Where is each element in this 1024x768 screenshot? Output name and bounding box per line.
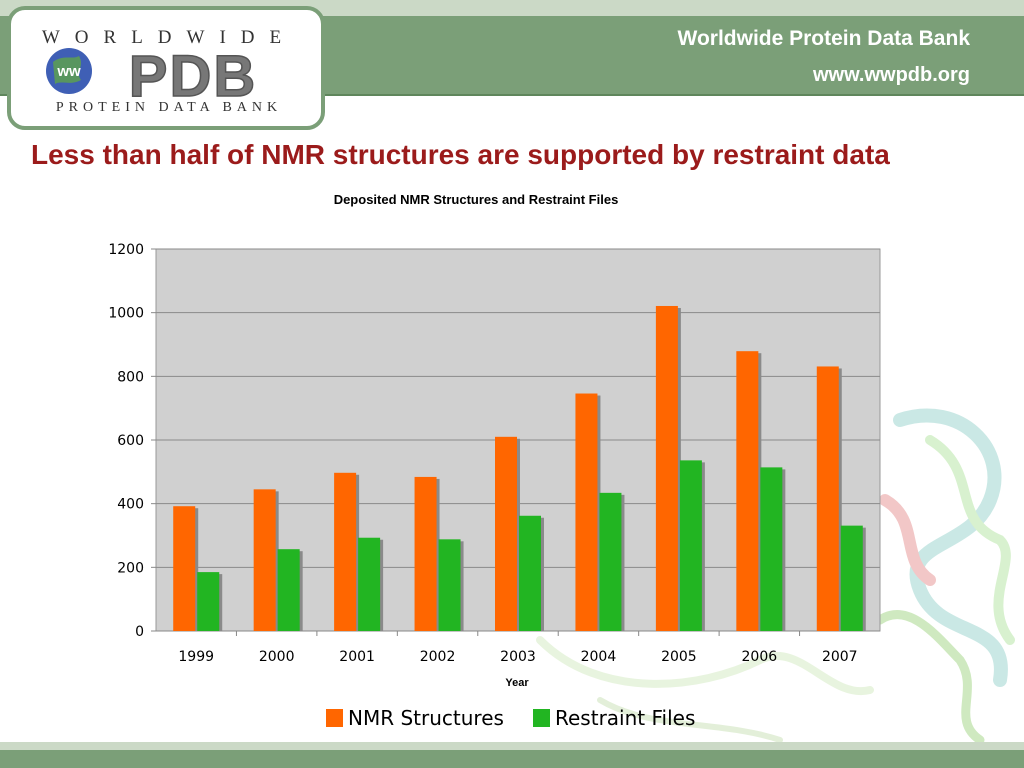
y-tick-label: 600 [117,433,144,449]
x-tick-label: 2003 [500,649,536,665]
y-tick-label: 200 [117,560,144,576]
y-tick-label: 0 [135,624,144,640]
x-tick-label: 2006 [742,649,778,665]
bar-nmr-structures [816,366,839,631]
page-title: Less than half of NMR structures are sup… [31,139,890,170]
bar-restraint-files [840,525,863,631]
logo-bottom-text: PROTEIN DATA BANK [56,100,282,115]
legend-label: Restraint Files [555,706,695,730]
bar-restraint-files [519,515,541,631]
legend-label: NMR Structures [348,706,504,730]
bar-restraint-files [197,572,220,631]
y-tick-label: 400 [117,497,144,513]
bar-nmr-structures [253,489,276,631]
header-divider [0,94,1024,96]
site-title: Worldwide Protein Data Bank [677,27,971,50]
x-tick-label: 1999 [178,649,214,665]
x-tick-label: 2005 [661,649,697,665]
bar-nmr-structures [414,476,437,631]
x-tick-label: 2002 [420,649,456,665]
x-tick-label: 2007 [822,649,858,665]
legend-swatch [326,709,343,727]
bar-restraint-files [679,460,702,631]
bar-restraint-files [599,492,622,631]
wwpdb-logo-graphic: WORLDWIDE ww PDB PROTEIN DATA BANK [42,27,296,115]
bar-nmr-structures [736,351,759,631]
wwpdb-logo[interactable]: WORLDWIDE ww PDB PROTEIN DATA BANK [7,6,325,130]
chart-title: Deposited NMR Structures and Restraint F… [334,192,619,207]
y-tick-label: 1000 [108,306,144,322]
bar-restraint-files [760,467,783,631]
x-axis-label: Year [505,677,529,689]
bar-restraint-files [277,549,300,631]
bar-restraint-files [438,539,461,631]
bar-nmr-structures [495,436,517,631]
bar-nmr-structures [575,393,598,631]
x-tick-label: 2004 [581,649,617,665]
bar-restraint-files [358,537,381,631]
y-tick-label: 800 [117,369,144,385]
footer-strip [0,750,1024,768]
y-tick-label: 1200 [108,242,144,258]
bar-nmr-structures [655,305,678,631]
site-url[interactable]: www.wwpdb.org [812,64,970,86]
logo-main-text: PDB [129,44,257,109]
logo-badge-text: ww [56,63,81,80]
footer-strip-light [0,742,1024,750]
bar-nmr-structures [334,472,357,631]
logo-top-text: WORLDWIDE [42,27,296,48]
legend-swatch [533,709,550,727]
x-tick-label: 2000 [259,649,295,665]
bar-nmr-structures [173,506,196,631]
x-tick-label: 2001 [339,649,375,665]
